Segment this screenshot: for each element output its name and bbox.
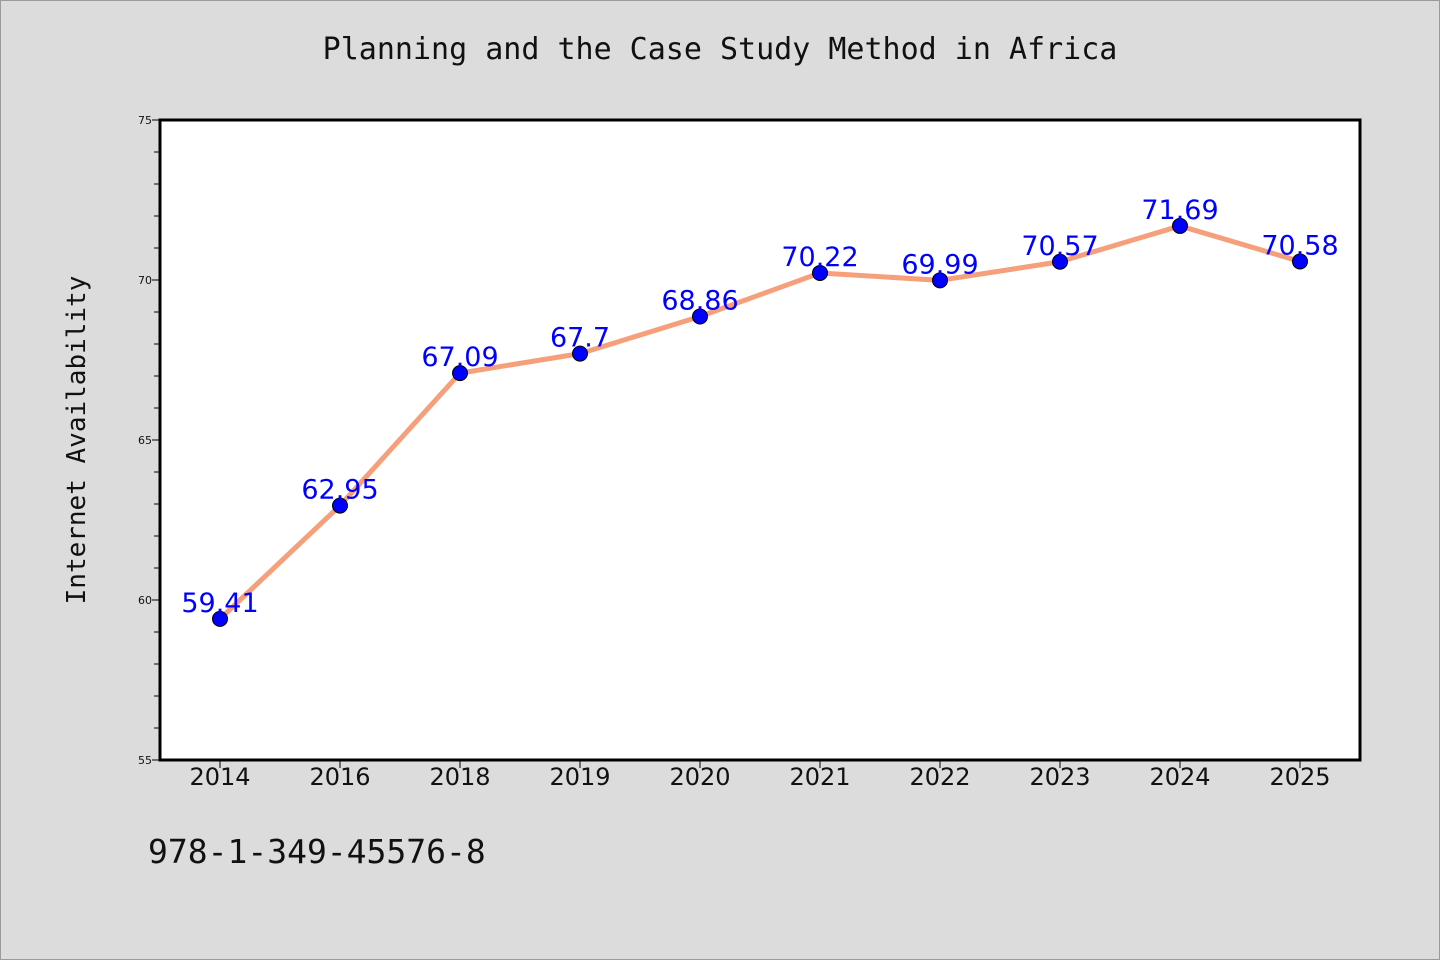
data-label: 62.95 bbox=[301, 475, 378, 506]
x-tick-label: 2014 bbox=[189, 763, 250, 791]
data-point bbox=[932, 272, 948, 289]
isbn-text: 978-1-349-45576-8 bbox=[148, 832, 486, 871]
x-tick-label: 2022 bbox=[909, 763, 970, 791]
data-point bbox=[692, 308, 708, 325]
series-line bbox=[217, 223, 1303, 622]
y-tick-label: 55 bbox=[138, 754, 152, 767]
x-tick-label: 2018 bbox=[429, 763, 490, 791]
x-tick-label: 2021 bbox=[789, 763, 850, 791]
x-tick-label: 2020 bbox=[669, 763, 730, 791]
data-point bbox=[212, 610, 228, 627]
data-label: 70.58 bbox=[1261, 230, 1338, 261]
data-label: 71.69 bbox=[1141, 195, 1218, 226]
data-label: 59.41 bbox=[181, 588, 258, 619]
y-tick-label: 65 bbox=[138, 434, 152, 447]
data-label: 67.7 bbox=[550, 323, 610, 354]
y-tick-label: 75 bbox=[138, 114, 152, 127]
y-tick-label: 70 bbox=[138, 274, 152, 287]
data-point bbox=[1292, 253, 1308, 270]
data-label: 68.86 bbox=[661, 285, 738, 316]
x-tick-label: 2024 bbox=[1149, 763, 1210, 791]
data-point bbox=[332, 497, 348, 514]
plot-area bbox=[158, 118, 1362, 762]
y-axis-label: Internet Availability bbox=[62, 276, 92, 605]
data-label: 69.99 bbox=[901, 249, 978, 280]
data-point bbox=[572, 345, 588, 362]
data-point bbox=[1172, 217, 1188, 234]
data-label: 67.09 bbox=[421, 342, 498, 373]
data-point bbox=[812, 264, 828, 281]
y-tick-label: 60 bbox=[138, 594, 152, 607]
x-tick-label: 2019 bbox=[549, 763, 610, 791]
data-label: 70.22 bbox=[781, 242, 858, 273]
data-point bbox=[452, 365, 468, 382]
x-tick-label: 2016 bbox=[309, 763, 370, 791]
x-tick-label: 2025 bbox=[1269, 763, 1330, 791]
x-tick-label: 2023 bbox=[1029, 763, 1090, 791]
data-point bbox=[1052, 253, 1068, 270]
chart-title: Planning and the Case Study Method in Af… bbox=[322, 32, 1118, 67]
data-label: 70.57 bbox=[1021, 231, 1098, 262]
